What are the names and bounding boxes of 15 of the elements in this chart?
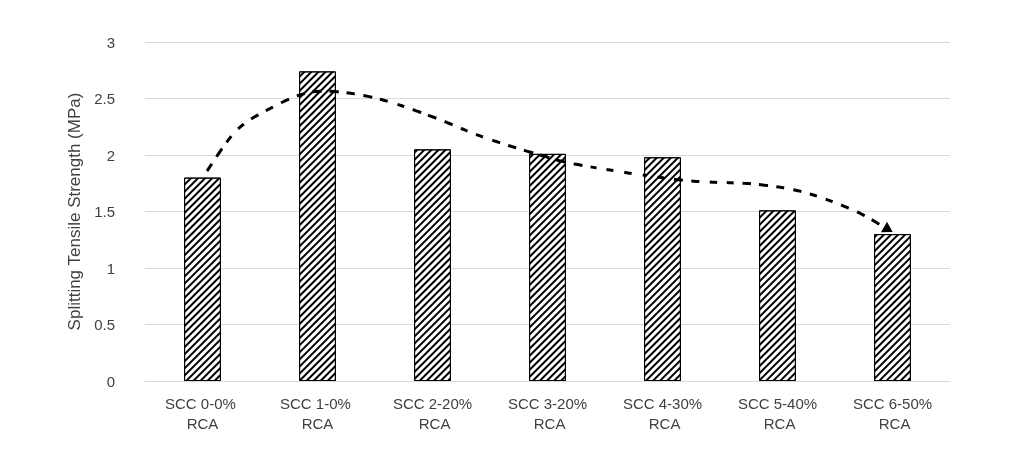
- y-tick-label: 1: [106, 259, 115, 277]
- x-tick-label: SCC 1-0% RCA: [279, 394, 356, 432]
- x-tick-label: SCC 2-20% RCA: [392, 394, 473, 432]
- y-tick-label: 1.5: [94, 203, 115, 220]
- y-axis-title: Splitting Tensile Strength (MPa): [65, 92, 84, 331]
- x-tick-label: SCC 0-0% RCA: [164, 394, 241, 432]
- y-tick-label: 2.5: [94, 90, 115, 107]
- y-tick-label: 3: [106, 33, 115, 51]
- y-tick-label: 2: [106, 146, 115, 164]
- x-tick-label: SCC 4-30% RCA: [622, 394, 703, 432]
- x-tick-label: SCC 3-20% RCA: [507, 394, 588, 432]
- y-tick-label: 0.5: [94, 316, 115, 333]
- x-tick-label: SCC 6-50% RCA: [852, 394, 933, 432]
- x-tick-label: SCC 5-40% RCA: [737, 394, 818, 432]
- y-tick-label: 0: [106, 372, 115, 390]
